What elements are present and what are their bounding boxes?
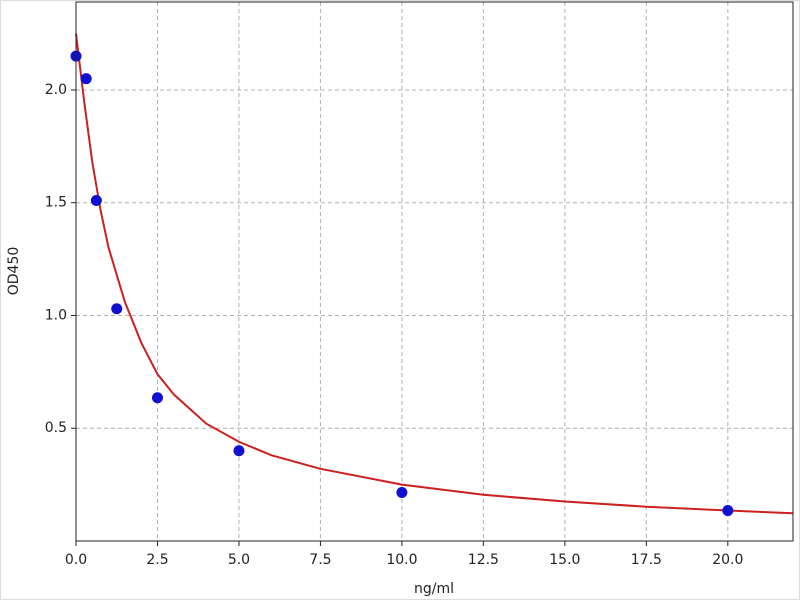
y-tick-label: 2.0 xyxy=(45,82,67,98)
x-tick-label: 15.0 xyxy=(549,552,580,568)
y-tick-label: 0.5 xyxy=(45,420,67,436)
x-tick-label: 12.5 xyxy=(468,552,499,568)
y-tick-label: 1.5 xyxy=(45,195,67,211)
y-tick-label: 1.0 xyxy=(45,307,67,323)
data-point xyxy=(722,505,734,517)
fit-curve xyxy=(75,33,794,515)
data-point xyxy=(90,194,102,206)
x-tick-label: 0.0 xyxy=(65,552,87,568)
x-tick-label: 5.0 xyxy=(228,552,250,568)
x-tick-label: 7.5 xyxy=(309,552,331,568)
data-point xyxy=(396,487,408,499)
x-tick-label: 2.5 xyxy=(146,552,168,568)
data-point xyxy=(111,303,123,315)
plot-area xyxy=(76,2,793,541)
x-axis-label: ng/ml xyxy=(414,581,454,597)
data-point xyxy=(80,73,92,85)
data-point xyxy=(233,445,245,457)
x-tick-label: 10.0 xyxy=(386,552,417,568)
data-point xyxy=(151,392,163,404)
plot-border xyxy=(75,1,794,542)
y-axis-label: OD450 xyxy=(6,247,22,296)
x-tick-label: 17.5 xyxy=(631,552,662,568)
x-tick-label: 20.0 xyxy=(712,552,743,568)
